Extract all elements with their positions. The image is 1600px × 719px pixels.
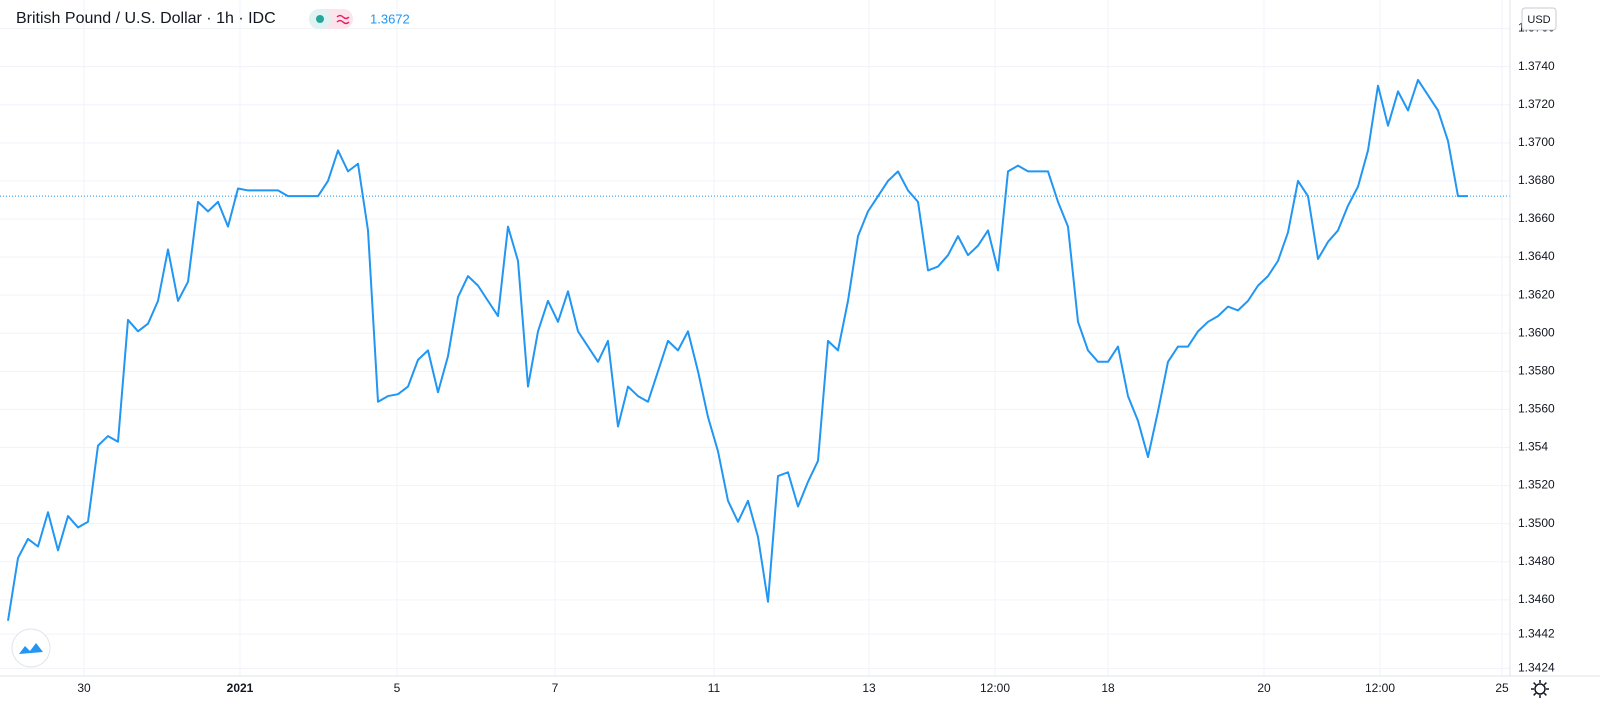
market-open-dot bbox=[316, 15, 324, 23]
y-tick-label: 1.3480 bbox=[1518, 554, 1555, 568]
y-tick-label: 1.3620 bbox=[1518, 287, 1555, 301]
logo-icon bbox=[19, 643, 43, 654]
y-tick-label: 1.354 bbox=[1518, 440, 1548, 454]
y-tick-label: 1.3740 bbox=[1518, 59, 1555, 73]
y-tick-label: 1.3660 bbox=[1518, 211, 1555, 225]
logo-button[interactable] bbox=[11, 628, 51, 668]
settings-gear bbox=[1534, 683, 1546, 695]
last-price: 1.3672 bbox=[370, 11, 410, 26]
y-tick-label: 1.3520 bbox=[1518, 478, 1555, 492]
y-tick-label: 1.3460 bbox=[1518, 592, 1555, 606]
x-tick-label: 12:00 bbox=[1365, 681, 1395, 695]
x-tick-label: 13 bbox=[862, 681, 876, 695]
y-tick-label: 1.3442 bbox=[1518, 626, 1555, 640]
grid bbox=[0, 0, 1510, 676]
settings-icon[interactable] bbox=[1531, 680, 1549, 698]
currency-badge[interactable] bbox=[1521, 7, 1557, 31]
x-tick-label: 5 bbox=[394, 681, 401, 695]
x-tick-label: 12:00 bbox=[980, 681, 1010, 695]
y-tick-label: 1.3680 bbox=[1518, 173, 1555, 187]
currency-label: USD bbox=[1527, 14, 1550, 26]
x-tick-label: 20 bbox=[1257, 681, 1271, 695]
y-tick-label: 1.3720 bbox=[1518, 97, 1555, 111]
settings-teeth bbox=[1531, 680, 1549, 698]
y-tick-label: 1.3600 bbox=[1518, 325, 1555, 339]
y-tick-label: 1.3700 bbox=[1518, 135, 1555, 149]
x-tick-label: 11 bbox=[708, 681, 721, 695]
y-tick-label: 1.3580 bbox=[1518, 363, 1555, 377]
x-tick-label: 30 bbox=[77, 681, 91, 695]
price-line bbox=[7, 78, 1468, 621]
y-tick-label: 1.3640 bbox=[1518, 249, 1555, 263]
y-tick-label: 1.3424 bbox=[1518, 661, 1555, 675]
x-tick-label: 2021 bbox=[227, 681, 254, 695]
x-tick-label: 18 bbox=[1101, 681, 1115, 695]
plot bbox=[0, 78, 1510, 621]
y-tick-label: 1.3500 bbox=[1518, 516, 1555, 530]
axis-labels: 1.3424 1.3442 1.3460 1.3480 1.3500 1.3520 1.35… bbox=[77, 21, 1555, 695]
symbol-title: British Pound / U.S. Dollar · 1h · IDC bbox=[16, 10, 276, 27]
x-tick-label: 25 bbox=[1495, 681, 1509, 695]
delay-icon bbox=[336, 14, 350, 25]
x-tick-label: 7 bbox=[552, 681, 559, 695]
y-tick-label: 1.3560 bbox=[1518, 402, 1555, 416]
